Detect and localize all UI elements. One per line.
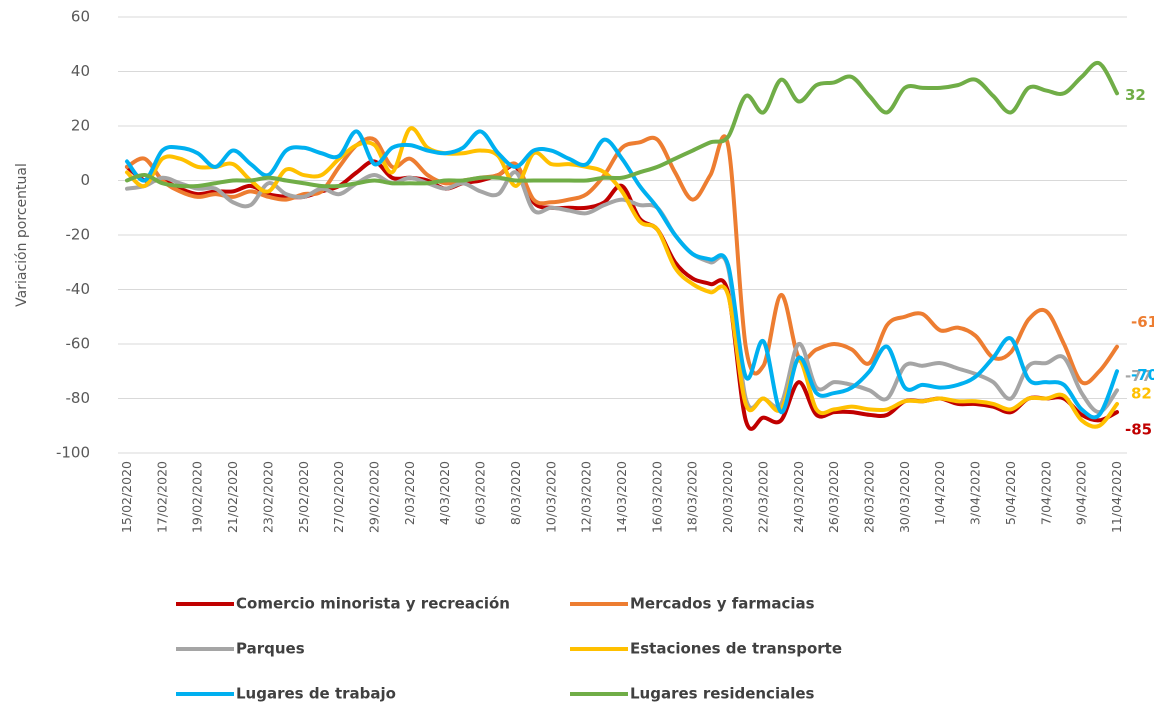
- legend-label: Mercados y farmacias: [630, 595, 815, 613]
- x-tick-label: 1/04/2020: [932, 461, 947, 525]
- y-tick-label: 60: [71, 8, 90, 26]
- x-tick-label: 20/03/2020: [720, 461, 735, 533]
- x-tick-label: 28/03/2020: [862, 461, 877, 533]
- x-tick-label: 24/03/2020: [791, 461, 806, 533]
- legend-label: Parques: [236, 640, 305, 658]
- x-tick-label: 14/03/2020: [614, 461, 629, 533]
- x-tick-label: 21/02/2020: [225, 461, 240, 533]
- x-tick-label: 5/04/2020: [1003, 461, 1018, 525]
- x-tick-label: 18/03/2020: [685, 461, 700, 533]
- x-tick-label: 25/02/2020: [296, 461, 311, 533]
- x-tick-label: 2/03/2020: [402, 461, 417, 525]
- x-tick-label: 15/02/2020: [119, 461, 134, 533]
- y-tick-label: -100: [56, 444, 90, 462]
- x-tick-label: 23/02/2020: [260, 461, 275, 533]
- series-line: [125, 126, 1119, 429]
- x-tick-label: 29/02/2020: [367, 461, 382, 533]
- y-tick-label: 0: [80, 171, 90, 189]
- legend-label: Comercio minorista y recreación: [236, 595, 510, 613]
- x-tick-label: 3/04/2020: [968, 461, 983, 525]
- x-tick-label: 4/03/2020: [437, 461, 452, 525]
- legend-label: Estaciones de transporte: [630, 640, 842, 658]
- x-tick-label: 27/02/2020: [331, 461, 346, 533]
- series-line: [125, 60, 1119, 189]
- y-tick-label: 20: [71, 117, 90, 135]
- data-label: 82: [1131, 384, 1152, 402]
- x-tick-label: 12/03/2020: [579, 461, 594, 533]
- y-tick-label: -80: [66, 389, 91, 407]
- x-tick-label: 6/03/2020: [473, 461, 488, 525]
- x-tick-label: 26/03/2020: [826, 461, 841, 533]
- y-tick-label: -20: [66, 226, 91, 244]
- data-label: -61: [1131, 313, 1154, 331]
- x-tick-label: 8/03/2020: [508, 461, 523, 525]
- data-label: -85: [1125, 421, 1152, 439]
- x-tick-label: 7/04/2020: [1038, 461, 1053, 525]
- series-line: [125, 134, 1119, 386]
- x-tick-label: 17/02/2020: [154, 461, 169, 533]
- legend-label: Lugares residenciales: [630, 685, 815, 703]
- x-tick-label: 11/04/2020: [1109, 461, 1124, 533]
- x-tick-label: 9/04/2020: [1074, 461, 1089, 525]
- x-tick-label: 10/03/2020: [543, 461, 558, 533]
- y-tick-label: -40: [66, 280, 91, 298]
- y-tick-label: -60: [66, 335, 91, 353]
- series-line: [125, 129, 1119, 420]
- x-tick-label: 16/03/2020: [649, 461, 664, 533]
- y-axis-title: Variación porcentual: [14, 163, 30, 307]
- legend-label: Lugares de trabajo: [236, 685, 396, 703]
- y-tick-label: 40: [71, 62, 90, 80]
- x-tick-label: 30/03/2020: [897, 461, 912, 533]
- data-label: -77: [1125, 367, 1152, 385]
- x-tick-label: 22/03/2020: [755, 461, 770, 533]
- x-tick-label: 19/02/2020: [190, 461, 205, 533]
- data-label: 32: [1125, 86, 1146, 104]
- series-line: [125, 170, 1119, 415]
- data-label: -70: [1131, 366, 1154, 384]
